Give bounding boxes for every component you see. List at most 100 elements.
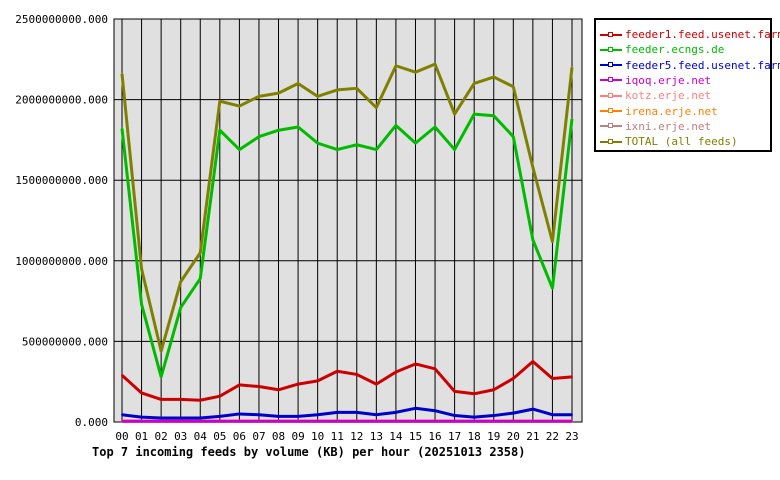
data-point — [316, 142, 319, 145]
data-point — [277, 388, 280, 391]
data-point — [179, 416, 182, 419]
data-point — [512, 420, 515, 423]
y-tick-label: 0.000 — [75, 416, 108, 429]
x-tick-label: 04 — [194, 430, 208, 443]
data-point — [434, 126, 437, 129]
data-point — [297, 383, 300, 386]
data-point — [531, 238, 534, 241]
data-point — [414, 71, 417, 74]
data-point — [336, 370, 339, 373]
data-point — [297, 420, 300, 423]
legend-swatch-icon — [600, 46, 622, 52]
data-point — [160, 416, 163, 419]
data-point — [473, 392, 476, 395]
legend-item: TOTAL (all feeds) — [600, 135, 738, 148]
x-tick-label: 13 — [370, 430, 383, 443]
data-point — [394, 64, 397, 67]
data-point — [571, 420, 573, 423]
data-point — [238, 412, 241, 415]
x-tick-label: 03 — [174, 430, 187, 443]
y-tick-label: 1000000000.000 — [15, 255, 108, 268]
data-point — [492, 114, 495, 117]
series-line-1 — [120, 112, 574, 379]
legend-item: feeder5.feed.usenet.farm — [600, 59, 780, 72]
data-point — [336, 88, 339, 91]
data-point — [453, 148, 456, 151]
data-point — [238, 420, 241, 423]
data-point — [453, 113, 456, 116]
x-tick-label: 09 — [291, 430, 304, 443]
data-point — [238, 148, 241, 151]
data-point — [571, 117, 573, 120]
data-point — [375, 420, 378, 423]
x-tick-label: 01 — [135, 430, 148, 443]
data-point — [199, 416, 202, 419]
data-point — [571, 375, 573, 378]
data-point — [414, 407, 417, 410]
data-point — [355, 143, 358, 146]
data-point — [160, 398, 163, 401]
data-point — [218, 395, 221, 398]
data-point — [218, 415, 221, 418]
data-point — [297, 126, 300, 129]
legend-label: feeder5.feed.usenet.farm — [625, 58, 780, 72]
data-point — [218, 420, 221, 423]
data-point — [375, 383, 378, 386]
data-point — [551, 287, 554, 290]
legend-swatch-icon — [600, 138, 622, 144]
legend-item: ixni.erje.net — [600, 120, 711, 133]
plot-area — [114, 19, 582, 422]
data-point — [238, 105, 241, 108]
x-tick-label: 22 — [546, 430, 559, 443]
x-tick-label: 12 — [350, 430, 363, 443]
data-point — [473, 420, 476, 423]
legend-swatch-icon — [600, 77, 622, 83]
data-point — [199, 399, 202, 402]
data-point — [414, 362, 417, 365]
legend-label: iqoq.erje.net — [625, 73, 712, 87]
data-point — [375, 148, 378, 151]
legend-swatch-icon — [600, 62, 622, 68]
data-point — [140, 267, 143, 270]
y-tick-label: 500000000.000 — [22, 335, 108, 348]
data-point — [375, 106, 378, 109]
data-point — [277, 92, 280, 95]
legend-item: feeder1.feed.usenet.farm — [600, 28, 780, 41]
data-point — [512, 135, 515, 138]
x-tick-label: 16 — [428, 430, 441, 443]
series-line-2 — [121, 406, 572, 420]
data-point — [473, 113, 476, 116]
series-line-0 — [120, 360, 573, 402]
x-tick-label: 08 — [272, 430, 285, 443]
data-point — [492, 420, 495, 423]
data-point — [453, 414, 456, 417]
data-point — [512, 377, 515, 380]
data-point — [551, 240, 554, 243]
x-tick-label: 23 — [565, 430, 578, 443]
data-point — [257, 135, 260, 138]
data-point — [140, 420, 143, 423]
data-point — [492, 414, 495, 417]
data-point — [179, 306, 182, 309]
data-point — [199, 420, 202, 423]
legend-label: TOTAL (all feeds) — [625, 135, 738, 149]
data-point — [277, 129, 280, 132]
data-point — [531, 408, 534, 411]
data-point — [394, 124, 397, 127]
data-point — [512, 85, 515, 88]
data-point — [160, 350, 163, 353]
data-point — [453, 390, 456, 393]
data-point — [179, 280, 182, 283]
legend-item: irena.erje.net — [600, 105, 718, 118]
data-point — [238, 383, 241, 386]
data-point — [336, 148, 339, 151]
legend-label: kotz.erje.net — [625, 89, 712, 103]
data-point — [473, 82, 476, 85]
data-point — [531, 360, 534, 363]
data-point — [551, 413, 554, 416]
data-point — [492, 388, 495, 391]
data-point — [453, 420, 456, 423]
data-point — [394, 411, 397, 414]
y-tick-label: 1500000000.000 — [15, 174, 108, 187]
